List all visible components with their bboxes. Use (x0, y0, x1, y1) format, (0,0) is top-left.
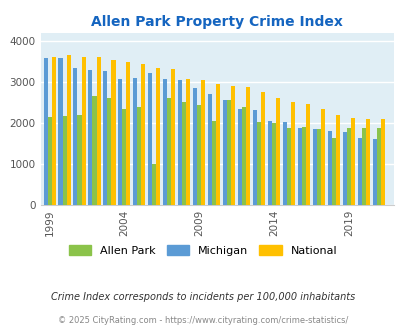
Bar (62, 115, 66, 205)
Bar (212, 121, 216, 205)
Bar (73, 68, 77, 205)
Bar (201, 80, 205, 205)
Bar (118, 79, 122, 205)
Bar (167, 98, 171, 205)
Bar (335, 115, 339, 205)
Bar (365, 119, 369, 205)
Bar (208, 94, 212, 205)
Bar (223, 100, 227, 205)
Bar (103, 71, 107, 205)
Bar (301, 127, 305, 205)
Bar (216, 84, 220, 205)
Bar (186, 79, 190, 205)
Bar (111, 59, 115, 205)
Bar (81, 57, 85, 205)
Bar (260, 92, 264, 205)
Bar (316, 129, 320, 205)
Bar (241, 107, 245, 205)
Bar (148, 73, 152, 205)
Bar (346, 128, 350, 205)
Bar (290, 102, 294, 205)
Bar (47, 117, 51, 205)
Bar (245, 87, 249, 205)
Bar (327, 131, 331, 205)
Bar (342, 132, 346, 205)
Bar (122, 109, 126, 205)
Bar (357, 138, 361, 205)
Bar (230, 86, 234, 205)
Title: Allen Park Property Crime Index: Allen Park Property Crime Index (91, 15, 342, 29)
Bar (275, 98, 279, 205)
Bar (312, 129, 316, 205)
Bar (350, 117, 354, 205)
Bar (133, 78, 137, 205)
Bar (271, 123, 275, 205)
Bar (126, 62, 130, 205)
Bar (152, 164, 156, 205)
Bar (252, 110, 256, 205)
Bar (193, 88, 197, 205)
Bar (182, 102, 186, 205)
Bar (286, 128, 290, 205)
Bar (227, 100, 230, 205)
Bar (88, 70, 92, 205)
Text: © 2025 CityRating.com - https://www.cityrating.com/crime-statistics/: © 2025 CityRating.com - https://www.city… (58, 315, 347, 325)
Bar (380, 119, 384, 205)
Bar (178, 80, 182, 205)
Bar (197, 105, 201, 205)
Bar (331, 138, 335, 205)
Bar (282, 122, 286, 205)
Bar (92, 96, 96, 205)
Bar (376, 128, 380, 205)
Bar (361, 128, 365, 205)
Bar (267, 121, 271, 205)
Bar (163, 79, 167, 205)
Bar (320, 109, 324, 205)
Bar (141, 64, 145, 205)
Bar (256, 122, 260, 205)
Bar (96, 57, 100, 205)
Bar (237, 109, 241, 205)
Bar (58, 58, 62, 205)
Text: Crime Index corresponds to incidents per 100,000 inhabitants: Crime Index corresponds to incidents per… (51, 292, 354, 302)
Bar (137, 107, 141, 205)
Bar (297, 128, 301, 205)
Bar (171, 69, 175, 205)
Bar (305, 104, 309, 205)
Bar (51, 57, 55, 205)
Bar (66, 55, 70, 205)
Legend: Allen Park, Michigan, National: Allen Park, Michigan, National (64, 240, 341, 260)
Bar (156, 68, 160, 205)
Bar (107, 98, 111, 205)
Bar (43, 58, 47, 205)
Bar (77, 115, 81, 205)
Bar (372, 139, 376, 205)
